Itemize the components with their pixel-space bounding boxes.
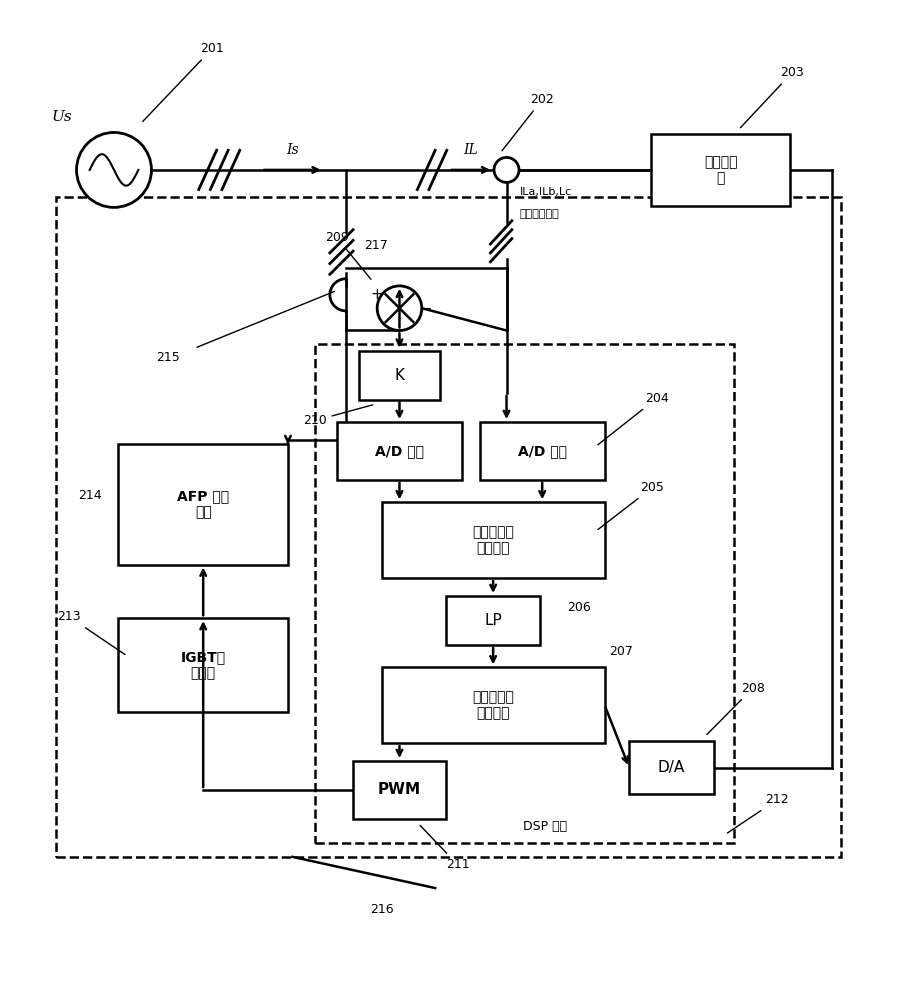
Text: 非线性负
载: 非线性负 载: [704, 155, 737, 185]
Text: 205: 205: [598, 481, 664, 530]
Text: 201: 201: [142, 42, 224, 122]
Bar: [337, 422, 462, 480]
Text: D/A: D/A: [658, 760, 685, 775]
Bar: [447, 596, 540, 645]
Text: A/D 采样: A/D 采样: [375, 444, 424, 458]
Bar: [314, 344, 734, 843]
Text: 三相坐标系
变换模块: 三相坐标系 变换模块: [472, 690, 514, 720]
Text: LP: LP: [485, 613, 502, 628]
Text: PWM: PWM: [378, 782, 421, 797]
Bar: [119, 618, 288, 712]
Text: +: +: [371, 287, 383, 302]
Text: 213: 213: [58, 610, 125, 655]
Bar: [629, 741, 714, 794]
Text: 204: 204: [598, 392, 669, 445]
Text: 206: 206: [567, 601, 591, 614]
Text: AFP 功率
单元: AFP 功率 单元: [178, 489, 229, 520]
Text: 208: 208: [707, 682, 765, 734]
Text: 215: 215: [156, 351, 179, 364]
Text: 212: 212: [728, 793, 789, 833]
Bar: [352, 761, 447, 819]
Bar: [119, 444, 288, 565]
Bar: [381, 667, 604, 743]
Text: 216: 216: [370, 903, 393, 916]
Bar: [56, 197, 841, 857]
Text: ILa,ILb,Lc: ILa,ILb,Lc: [520, 187, 573, 197]
Text: 202: 202: [502, 93, 554, 151]
Bar: [480, 422, 604, 480]
Text: Is: Is: [286, 143, 299, 157]
Bar: [651, 134, 790, 206]
Text: IL: IL: [464, 143, 478, 157]
Text: DSP 芯片: DSP 芯片: [524, 820, 567, 833]
Circle shape: [494, 157, 519, 182]
Circle shape: [76, 132, 151, 207]
Text: K: K: [394, 368, 404, 383]
Text: 210: 210: [303, 405, 372, 427]
Text: 217: 217: [364, 239, 388, 252]
Text: Us: Us: [52, 110, 72, 124]
Bar: [381, 502, 604, 578]
Text: 两相坐标系
变换模块: 两相坐标系 变换模块: [472, 525, 514, 555]
Text: 211: 211: [420, 825, 469, 871]
Circle shape: [377, 286, 422, 330]
Text: （负载电流）: （负载电流）: [520, 209, 560, 219]
Text: IGBT驱
动电路: IGBT驱 动电路: [180, 650, 226, 680]
Bar: [360, 351, 439, 400]
Text: 203: 203: [740, 66, 804, 128]
Text: 209: 209: [325, 231, 371, 279]
Text: A/D 采样: A/D 采样: [517, 444, 567, 458]
Text: 207: 207: [609, 645, 633, 658]
Text: -: -: [426, 301, 431, 316]
Text: 214: 214: [78, 489, 102, 502]
